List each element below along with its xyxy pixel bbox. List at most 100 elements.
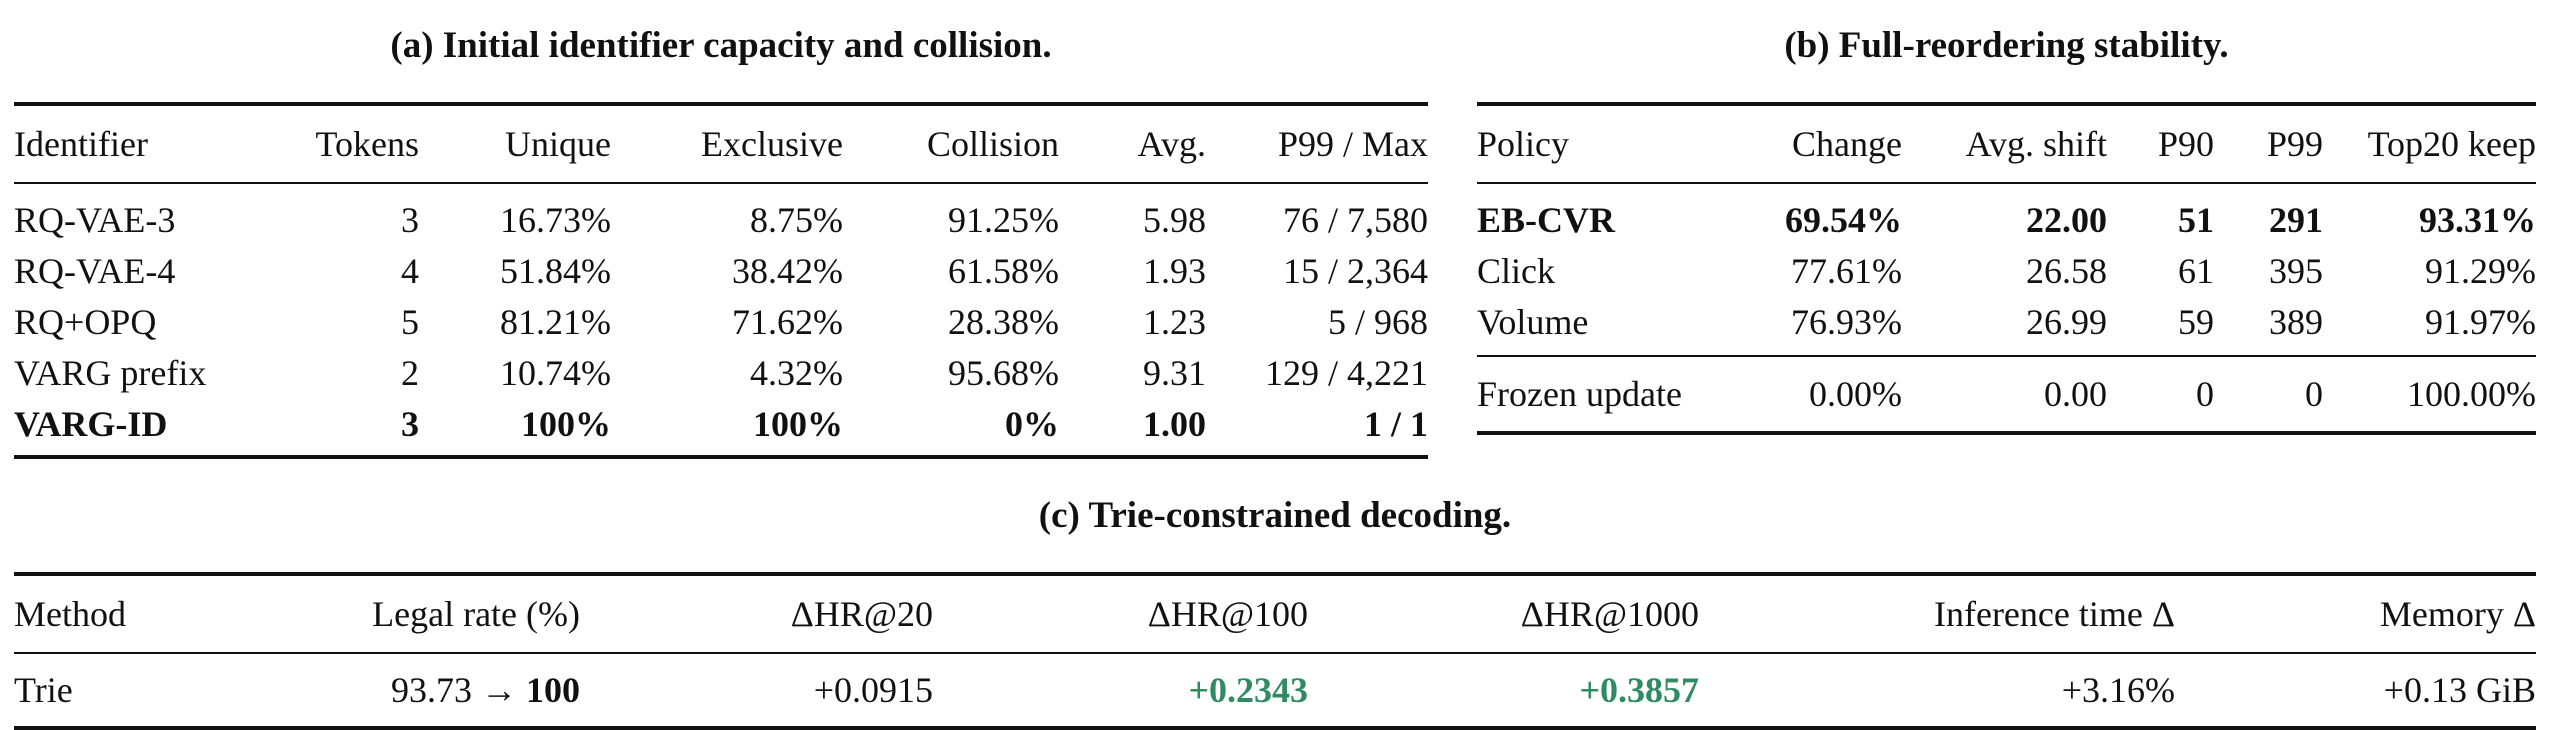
table-cell: 129 / 4,221 (1264, 353, 1428, 393)
table-cell: 291 (2269, 200, 2323, 240)
table-cell: 61 (2178, 251, 2214, 291)
table-a: Identifier Tokens Unique Exclusive Colli… (14, 102, 1428, 459)
panel-b-caption: (b) Full-reordering stability. (1784, 25, 2229, 66)
table-cell: Frozen update (1477, 355, 1747, 433)
table-cell: 59 (2178, 302, 2214, 342)
table-cell: 0.00% (1747, 355, 1902, 433)
table-cell: 5.98 (1143, 200, 1206, 240)
table-cell: 15 / 2,364 (1282, 251, 1428, 291)
table-row: VARG prefix 2 10.74% 4.32% 95.68% 9.31 129 / 4… (14, 348, 1428, 399)
table-cell: 3 (401, 200, 419, 240)
table-cell: Trie (14, 670, 73, 710)
table-a-header: Unique (505, 124, 611, 164)
legal-rate-from: 93.73 (391, 670, 472, 710)
table-cell: 22.00 (2026, 200, 2107, 240)
table-row: Trie 93.73 → 100 +0.0915 +0.2343 +0.3857… (14, 653, 2536, 728)
table-b-header: Change (1792, 124, 1902, 164)
table-cell: 100.00% (2323, 355, 2536, 433)
table-cell: 28.38% (948, 302, 1059, 342)
table-c-header: Legal rate (%) (372, 594, 580, 634)
table-b-header: Avg. shift (1965, 124, 2107, 164)
table-row: RQ-VAE-4 4 51.84% 38.42% 61.58% 1.93 15 / 2,36… (14, 246, 1428, 297)
table-cell-highlight: +0.2343 (1188, 670, 1308, 710)
table-cell: +0.13 GiB (2383, 670, 2536, 710)
table-cell: 389 (2269, 302, 2323, 342)
table-cell: 1.93 (1143, 251, 1206, 291)
table-b-header: Policy (1477, 124, 1570, 164)
table-row: EB-CVR 69.54% 22.00 51 291 93.31% (1477, 183, 2536, 246)
table-b-header: Top20 keep (2367, 124, 2536, 164)
table-c-header-row: Method Legal rate (%) ΔHR@20 ΔHR@100 ΔHR… (14, 574, 2536, 653)
table-cell: +3.16% (2061, 670, 2175, 710)
table-cell: 1.23 (1143, 302, 1206, 342)
table-cell: 61.58% (948, 251, 1059, 291)
table-cell: 0% (1005, 404, 1059, 444)
table-b-header: P90 (2157, 124, 2214, 164)
table-a-header: Tokens (315, 124, 419, 164)
table-cell: 8.75% (750, 200, 843, 240)
table-cell: 76.93% (1791, 302, 1902, 342)
table-b-header-row: Policy Change Avg. shift P90 P99 Top20 k… (1477, 104, 2536, 183)
table-cell: 5 (401, 302, 419, 342)
table-cell: 2 (401, 353, 419, 393)
table-a-header-row: Identifier Tokens Unique Exclusive Colli… (14, 104, 1428, 183)
table-a-header: Collision (926, 124, 1059, 164)
table-c-header: ΔHR@100 (1147, 594, 1308, 634)
table-a-header: P99 / Max (1277, 124, 1428, 164)
table-c-header: Method (14, 594, 126, 634)
table-cell: RQ-VAE-3 (14, 200, 176, 240)
table-cell: 95.68% (948, 353, 1059, 393)
panel-c-trie-decoding: (c) Trie-constrained decoding. Method Le… (14, 488, 2536, 730)
table-cell: 5 / 968 (1327, 302, 1428, 342)
table-row: Volume 76.93% 26.99 59 389 91.97% (1477, 297, 2536, 356)
table-cell: 71.62% (732, 302, 843, 342)
table-cell: EB-CVR (1477, 200, 1616, 240)
table-cell: 38.42% (732, 251, 843, 291)
table-cell: 100% (521, 404, 611, 444)
table-row: Frozen update 0.00% 0.00 0 0 100.00% (1477, 355, 2536, 433)
table-a-header: Avg. (1137, 124, 1206, 164)
panel-b-reordering-stability: (b) Full-reordering stability. Policy Ch… (1477, 18, 2536, 435)
table-cell: 0 (2107, 355, 2214, 433)
table-b-header: P99 (2266, 124, 2323, 164)
table-cell: 3 (401, 404, 419, 444)
table-cell: 1 / 1 (1363, 404, 1428, 444)
table-cell: 51.84% (500, 251, 611, 291)
table-row: RQ-VAE-3 3 16.73% 8.75% 91.25% 5.98 76 / 7,580 (14, 183, 1428, 246)
table-cell: RQ+OPQ (14, 302, 157, 342)
table-cell: 0 (2214, 355, 2323, 433)
table-cell: Click (1477, 251, 1555, 291)
table-cell: 77.61% (1791, 251, 1902, 291)
panel-a-capacity-collision: (a) Initial identifier capacity and coll… (14, 18, 1428, 459)
table-row: RQ+OPQ 5 81.21% 71.62% 28.38% 1.23 5 / 968 (14, 297, 1428, 348)
table-cell: 100% (753, 404, 843, 444)
table-c-header: Inference time Δ (1933, 594, 2175, 634)
table-cell: 26.99 (2026, 302, 2107, 342)
table-cell: +0.0915 (813, 670, 933, 710)
table-cell: 91.97% (2425, 302, 2536, 342)
table-cell: 16.73% (500, 200, 611, 240)
table-cell: 76 / 7,580 (1282, 200, 1428, 240)
table-cell: 91.29% (2425, 251, 2536, 291)
legal-rate-to: 100 (526, 670, 580, 710)
table-cell-highlight: +0.3857 (1579, 670, 1699, 710)
table-cell: 0.00 (1902, 355, 2107, 433)
table-row: Click 77.61% 26.58 61 395 91.29% (1477, 246, 2536, 297)
table-cell: RQ-VAE-4 (14, 251, 176, 291)
panel-c-caption: (c) Trie-constrained decoding. (1038, 495, 1512, 536)
table-cell: 91.25% (948, 200, 1059, 240)
table-cell: Volume (1477, 302, 1589, 342)
table-cell: 69.54% (1785, 200, 1902, 240)
table-cell: 4.32% (750, 353, 843, 393)
table-cell: 10.74% (500, 353, 611, 393)
table-cell: 81.21% (500, 302, 611, 342)
legal-rate-cell: 93.73 → 100 (244, 653, 580, 728)
table-cell: 9.31 (1143, 353, 1206, 393)
table-c-header: Memory Δ (2379, 594, 2536, 634)
table-c-header: ΔHR@20 (790, 594, 933, 634)
table-b: Policy Change Avg. shift P90 P99 Top20 k… (1477, 102, 2536, 435)
table-row: VARG-ID 3 100% 100% 0% 1.00 1 / 1 (14, 399, 1428, 457)
table-cell: 26.58 (2026, 251, 2107, 291)
table-a-header: Exclusive (701, 124, 843, 164)
table-cell: 1.00 (1143, 404, 1206, 444)
